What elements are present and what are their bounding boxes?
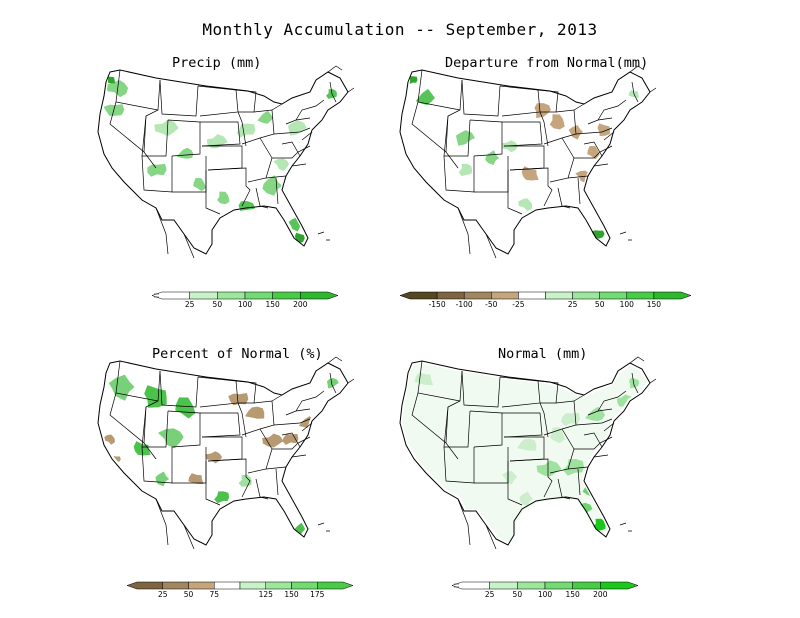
colorbar-tick-label: 100 (538, 590, 553, 599)
colorbar-swatch (599, 291, 628, 300)
colorbar-swatch (151, 291, 190, 300)
colorbar-tick-label: 25 (185, 300, 195, 309)
colorbar-tick-label: 50 (213, 300, 223, 309)
coastline (399, 360, 651, 546)
colorbar-swatch (126, 581, 163, 590)
colorbar-swatch (572, 581, 601, 590)
colorbar-swatch (572, 291, 600, 300)
colorbar-swatch (517, 581, 546, 590)
colorbar-normal: 25 50 100 150 200 (451, 581, 639, 599)
map-normal (399, 356, 657, 550)
colorbar-tick-label: 150 (284, 590, 299, 599)
colorbar-tick-label: 175 (310, 590, 325, 599)
colorbar-swatch (451, 581, 490, 590)
colorbar-swatch (217, 291, 246, 300)
colorbar-swatch (300, 291, 339, 300)
colorbar-swatch (545, 291, 573, 300)
colorbar-tick-label: -50 (485, 300, 497, 309)
colorbar-tick-label: 150 (566, 590, 581, 599)
colorbar-tick-label: 150 (266, 300, 281, 309)
main-title: Monthly Accumulation -- September, 2013 (202, 20, 598, 39)
map-shading (402, 72, 647, 252)
colorbar-swatch (491, 291, 519, 300)
panel-title-normal: Normal (mm) (498, 346, 588, 362)
coastline (97, 69, 349, 255)
colorbar-swatch (272, 291, 301, 300)
colorbar-tick-label: 200 (293, 300, 308, 309)
panel-title-departure: Departure from Normal(mm) (445, 55, 649, 71)
colorbar-swatch (463, 291, 492, 300)
colorbar-percent: 25 50 75 125 150 175 (126, 581, 354, 599)
colorbar-swatch (518, 291, 546, 300)
state-boundaries (411, 360, 639, 506)
panel-title-precip: Precip (mm) (172, 55, 262, 71)
colorbar-tick-label: 25 (485, 590, 495, 599)
colorbar-swatch (189, 291, 218, 300)
state-boundaries (411, 69, 639, 215)
colorbar-swatch (653, 291, 692, 300)
colorbar-tick-label: 75 (209, 590, 219, 599)
map-precip (97, 65, 355, 259)
colorbar-departure: -150 -100 -50 -25 25 50 100 150 (399, 291, 692, 309)
colorbar-swatch (626, 291, 655, 300)
colorbar-tick-label: -25 (512, 300, 524, 309)
coastline (97, 360, 349, 546)
colorbar-tick-label: 50 (513, 590, 523, 599)
colorbar-tick-label: 50 (184, 590, 194, 599)
colorbar-swatch (544, 581, 573, 590)
colorbar-precip: 25 50 100 150 200 (151, 291, 339, 309)
colorbar-swatch (239, 581, 266, 590)
colorbar-swatch (317, 581, 354, 590)
colorbar-tick-label: -150 (429, 300, 446, 309)
coastline (399, 69, 651, 255)
map-shading (402, 363, 647, 543)
colorbar-tick-label: 150 (647, 300, 662, 309)
colorbar-swatch (244, 291, 273, 300)
map-shading (100, 72, 345, 252)
colorbar-tick-label: 100 (238, 300, 253, 309)
map-departure (399, 65, 657, 259)
colorbar-swatch (291, 581, 318, 590)
colorbar-swatch (436, 291, 465, 300)
colorbar-tick-label: 25 (158, 590, 168, 599)
colorbar-tick-label: 100 (620, 300, 635, 309)
colorbar-swatch (162, 581, 189, 590)
colorbar-swatch (399, 291, 438, 300)
colorbar-swatch (600, 581, 639, 590)
colorbar-swatch (265, 581, 292, 590)
map-percent (97, 356, 355, 550)
state-boundaries (109, 360, 337, 506)
colorbar-swatch (188, 581, 215, 590)
colorbar-tick-label: 125 (259, 590, 274, 599)
colorbar-tick-label: 200 (593, 590, 608, 599)
colorbar-tick-label: 50 (595, 300, 605, 309)
colorbar-tick-label: -100 (456, 300, 473, 309)
panel-title-percent: Percent of Normal (%) (152, 346, 323, 362)
colorbar-swatch (489, 581, 518, 590)
map-shading (100, 363, 345, 543)
colorbar-swatch (214, 581, 241, 590)
colorbar-tick-label: 25 (568, 300, 578, 309)
